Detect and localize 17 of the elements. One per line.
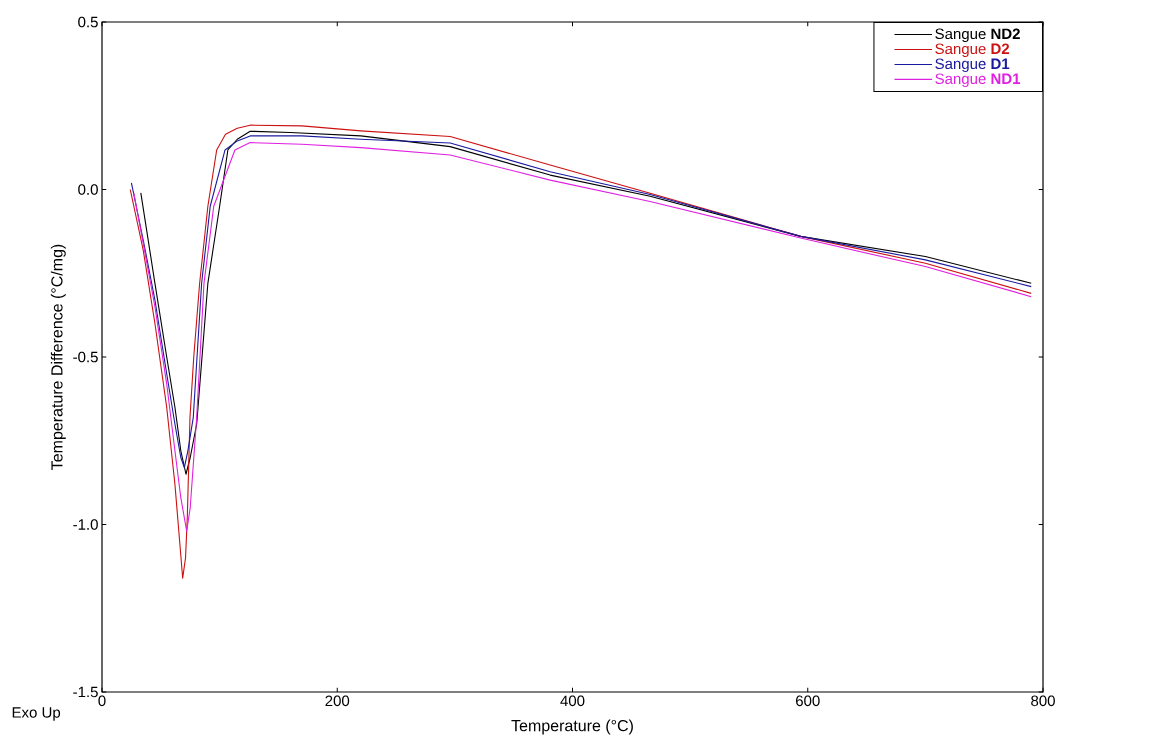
x-tick-label: 200 bbox=[325, 695, 350, 707]
y-axis-title: Temperature Difference (°C/mg) bbox=[50, 244, 66, 470]
legend-label: Sangue ND1 bbox=[935, 73, 1021, 87]
x-axis-title: Temperature (°C) bbox=[511, 719, 633, 735]
x-tick-label: 400 bbox=[560, 695, 585, 707]
x-tick-label: 600 bbox=[796, 695, 820, 707]
x-tick-label: 800 bbox=[1031, 695, 1055, 707]
y-tick-label: -0.5 bbox=[73, 351, 98, 363]
legend-label: Sangue D1 bbox=[935, 58, 1010, 73]
legend-label: Sangue ND2 bbox=[935, 28, 1020, 43]
y-tick-label: -1.0 bbox=[73, 519, 98, 530]
text: Exo Up bbox=[12, 707, 61, 721]
y-tick-label: 0.5 bbox=[78, 16, 98, 28]
y-tick-label: -1.5 bbox=[73, 686, 98, 698]
legend-label: Sangue D2 bbox=[935, 43, 1010, 58]
y-tick-label: 0.0 bbox=[78, 184, 98, 195]
x-tick-label: 0 bbox=[98, 695, 106, 707]
